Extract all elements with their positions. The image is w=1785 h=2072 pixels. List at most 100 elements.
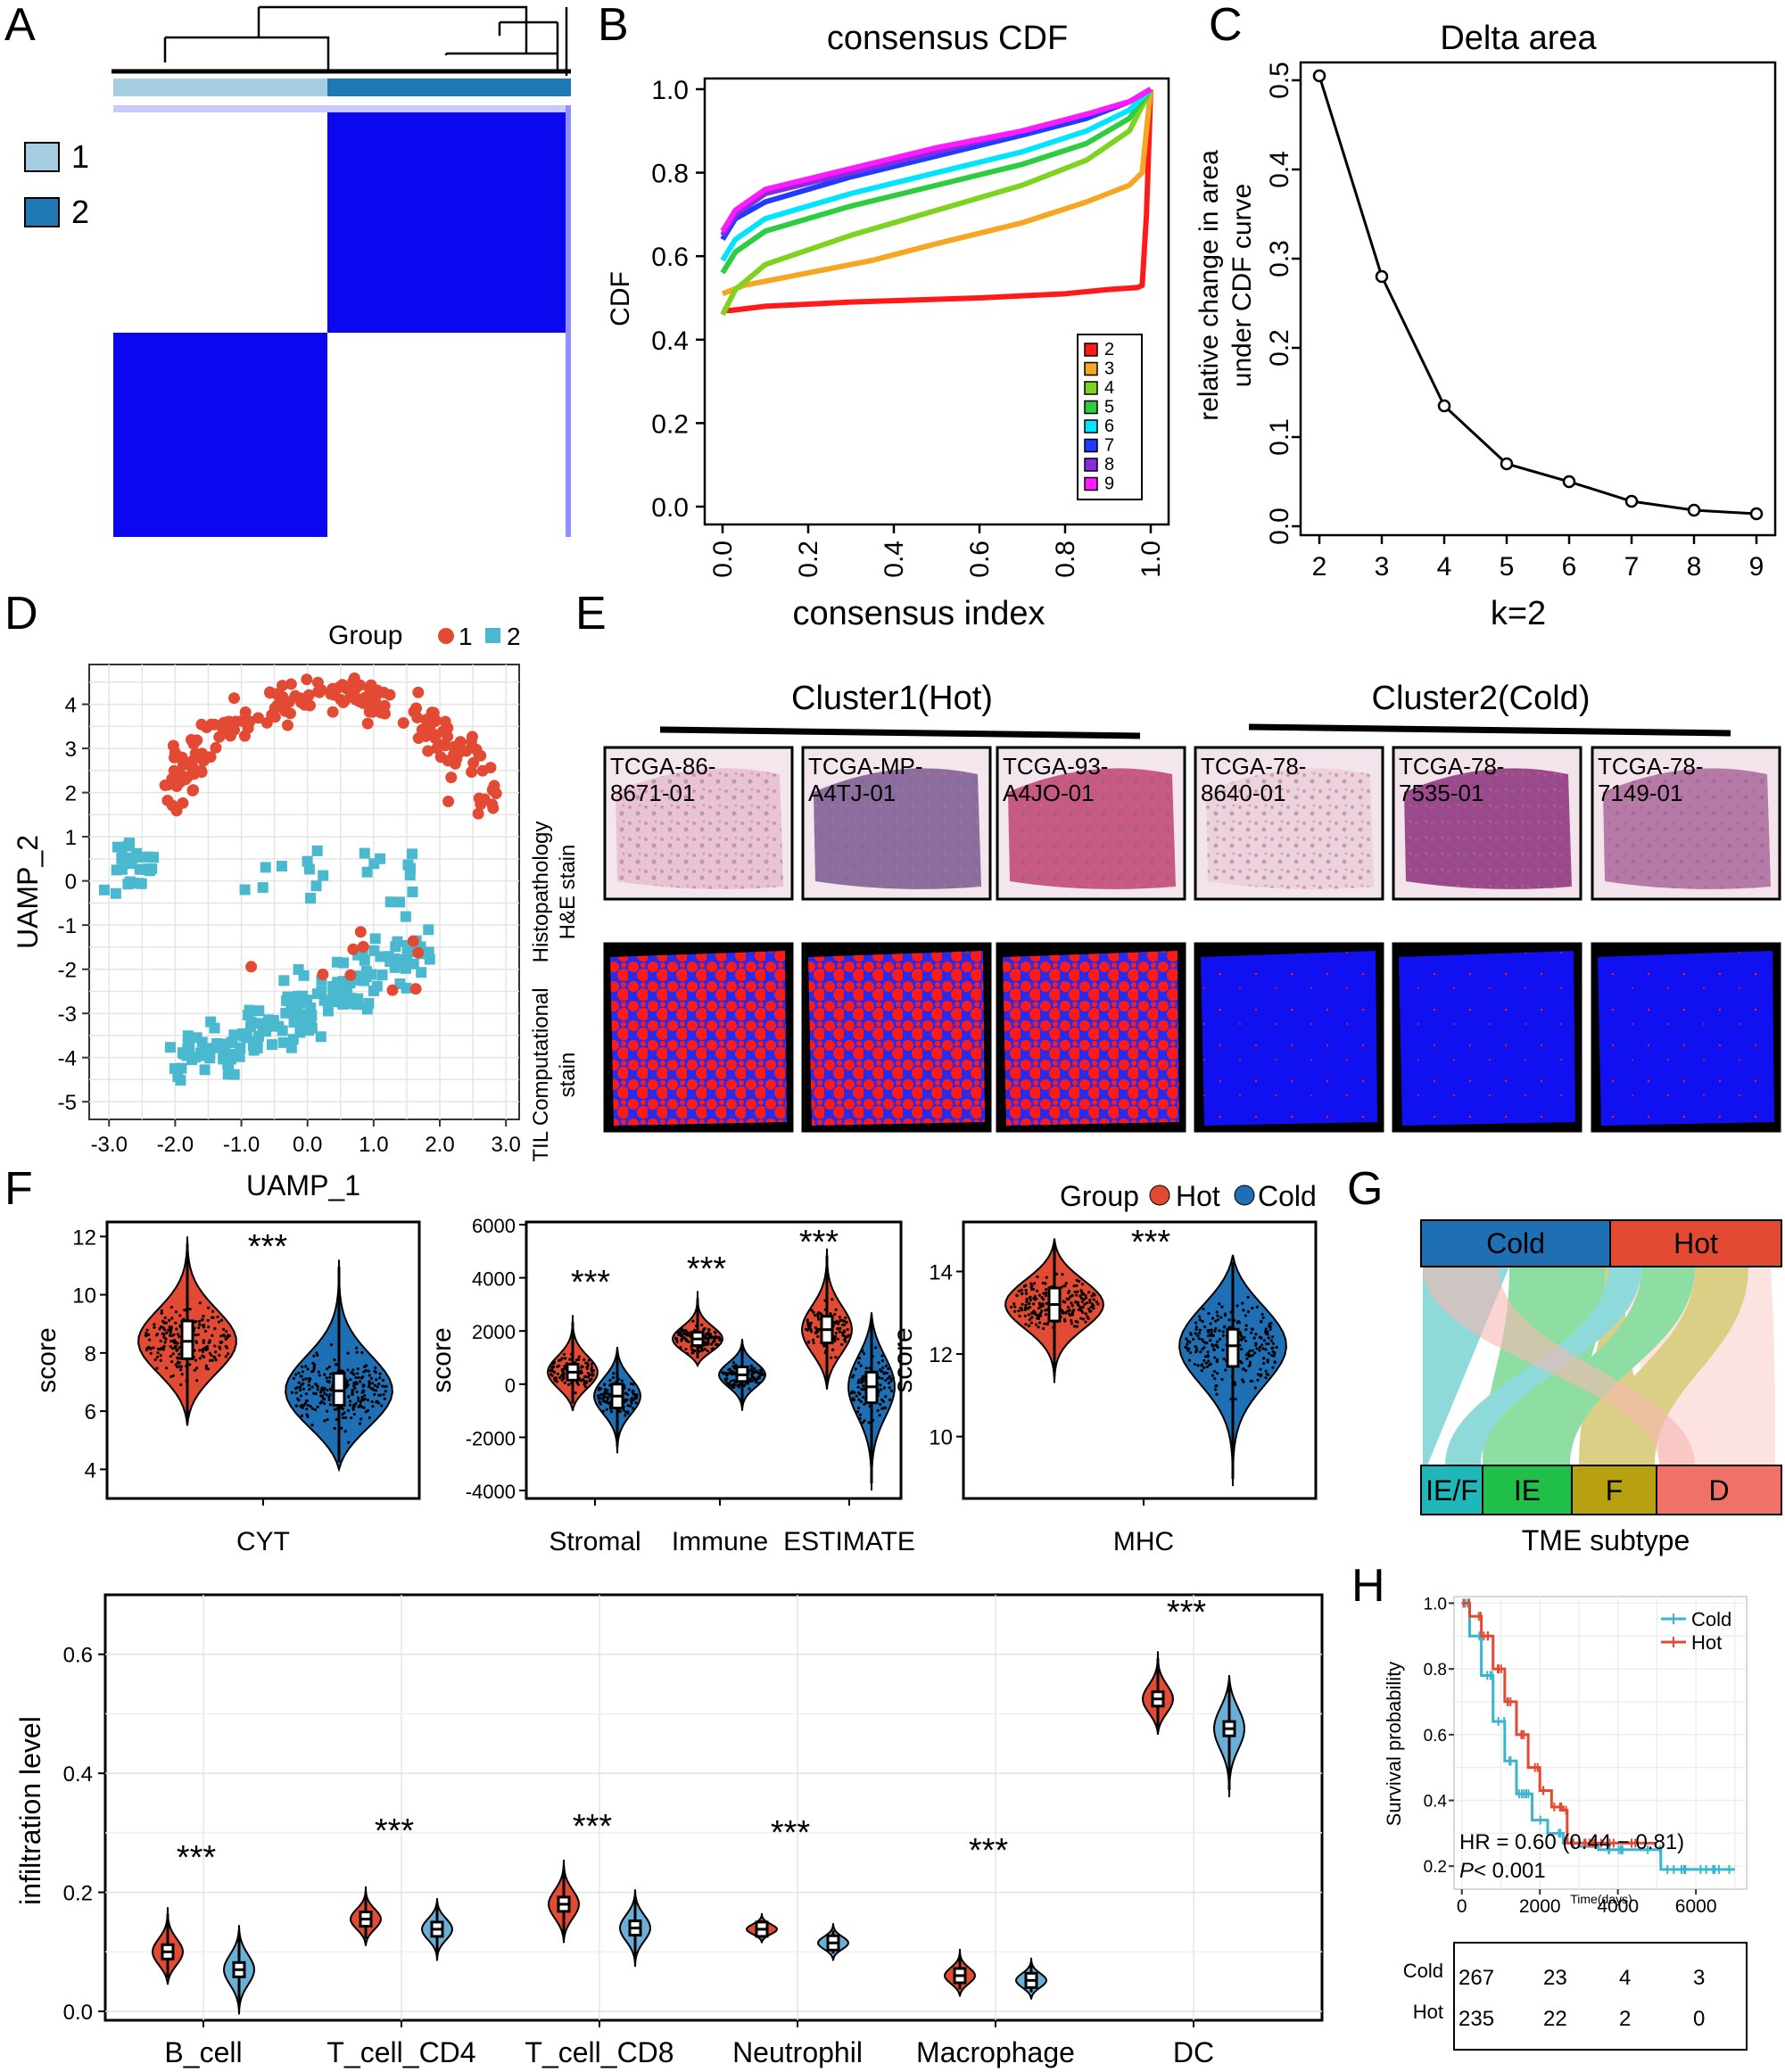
jitter-point <box>882 1386 887 1390</box>
jitter-point <box>361 1383 365 1387</box>
jitter-point <box>579 1379 583 1383</box>
jitter-point <box>373 1392 376 1396</box>
node-label: IE/F <box>1426 1474 1478 1507</box>
jitter-point <box>298 1385 302 1389</box>
scatter-point-group2 <box>209 1022 220 1034</box>
scatter-point-group2 <box>182 1036 194 1048</box>
jitter-point <box>164 1337 168 1341</box>
jitter-point <box>326 1366 329 1371</box>
risk-count: 2 <box>1619 2007 1631 2031</box>
jitter-point <box>862 1388 865 1391</box>
jitter-point <box>1271 1341 1275 1345</box>
jitter-point <box>1017 1309 1021 1313</box>
jitter-point <box>837 1322 840 1325</box>
jitter-point <box>304 1377 308 1381</box>
jitter-point <box>844 1316 847 1319</box>
jitter-point <box>856 1385 860 1389</box>
jitter-point <box>834 1331 838 1335</box>
scatter-point-group1 <box>466 731 478 743</box>
jitter-point <box>328 1375 332 1379</box>
jitter-point <box>1206 1329 1210 1333</box>
scatter-point-group2 <box>124 857 136 869</box>
scatter-point-group1 <box>409 983 422 995</box>
x-tick-label: 3.0 <box>491 1133 520 1157</box>
jitter-point <box>1197 1337 1201 1341</box>
scatter-point-group2 <box>253 1005 265 1017</box>
jitter-point <box>1013 1309 1017 1313</box>
jitter-point <box>221 1327 226 1332</box>
jitter-point <box>158 1327 161 1331</box>
scatter-point-group2 <box>336 997 348 1009</box>
jitter-point <box>838 1316 841 1319</box>
jitter-point <box>1203 1355 1208 1358</box>
jitter-point <box>1033 1282 1037 1285</box>
jitter-point <box>202 1324 206 1327</box>
jitter-point <box>591 1368 595 1373</box>
jitter-point <box>171 1347 175 1350</box>
jitter-point <box>207 1341 211 1345</box>
sample-id-line2: 7535-01 <box>1399 780 1483 806</box>
jitter-point <box>219 1341 223 1344</box>
jitter-point <box>306 1403 310 1407</box>
jitter-point <box>618 1410 622 1414</box>
jitter-point <box>1259 1367 1262 1371</box>
jitter-point <box>1044 1282 1047 1285</box>
jitter-point <box>723 1371 728 1375</box>
jitter-point <box>326 1388 329 1392</box>
scatter-point-group2 <box>408 958 419 970</box>
jitter-point <box>812 1310 815 1314</box>
jitter-point <box>358 1422 362 1425</box>
scatter-point-group1 <box>439 715 451 728</box>
scatter-point-group2 <box>375 951 386 962</box>
jitter-point <box>1250 1327 1254 1331</box>
jitter-point <box>761 1373 764 1376</box>
x-axis-label: UAMP_1 <box>246 1169 360 1201</box>
jitter-point <box>1214 1326 1218 1331</box>
jitter-point <box>1258 1335 1261 1339</box>
jitter-point <box>169 1305 173 1309</box>
jitter-point <box>1223 1325 1227 1329</box>
jitter-point <box>758 1368 763 1372</box>
jitter-point <box>1068 1308 1071 1312</box>
jitter-point <box>568 1358 572 1361</box>
jitter-point <box>174 1341 178 1344</box>
jitter-point <box>327 1365 331 1369</box>
jitter-point <box>305 1407 309 1411</box>
delta-point <box>1749 507 1764 521</box>
jitter-point <box>816 1329 820 1333</box>
flow-cold-ief <box>1423 1267 1509 1465</box>
scatter-point-group2 <box>322 1005 334 1017</box>
jitter-point <box>1216 1314 1219 1317</box>
jitter-point <box>1209 1339 1212 1342</box>
jitter-point <box>226 1335 229 1339</box>
jitter-point <box>858 1416 862 1420</box>
y-tick-label: 0.6 <box>651 243 689 272</box>
scatter-point-group1 <box>239 706 252 718</box>
jitter-point <box>1029 1285 1033 1289</box>
y-axis-label: UAMP_2 <box>12 835 44 949</box>
y-tick-label: 1 <box>65 826 77 850</box>
jitter-point <box>812 1341 815 1345</box>
scatter-point-group1 <box>419 730 432 742</box>
group-legend-title: Group <box>1060 1180 1139 1212</box>
jitter-point <box>705 1337 708 1341</box>
scatter-point-group1 <box>219 718 232 731</box>
jitter-point <box>297 1371 301 1374</box>
jitter-point <box>1216 1340 1219 1343</box>
y-tick-label: -3 <box>58 1003 77 1027</box>
jitter-point <box>597 1397 600 1400</box>
x-tick-label: 2.0 <box>425 1133 454 1157</box>
jitter-point <box>1200 1364 1203 1367</box>
scatter-point-group2 <box>416 967 427 978</box>
y-tick-label: 0.3 <box>1265 240 1294 277</box>
jitter-point <box>1034 1323 1038 1326</box>
jitter-point <box>1081 1310 1085 1315</box>
legend-swatch-k7 <box>1084 438 1098 453</box>
y-axis-label: Survival probability <box>1383 1662 1405 1827</box>
jitter-point <box>1092 1304 1095 1308</box>
jitter-point <box>316 1353 319 1357</box>
jitter-point <box>854 1367 857 1371</box>
significance: *** <box>248 1228 288 1266</box>
tme-subtype-label: TME subtype <box>1522 1524 1690 1556</box>
jitter-point <box>836 1327 839 1331</box>
